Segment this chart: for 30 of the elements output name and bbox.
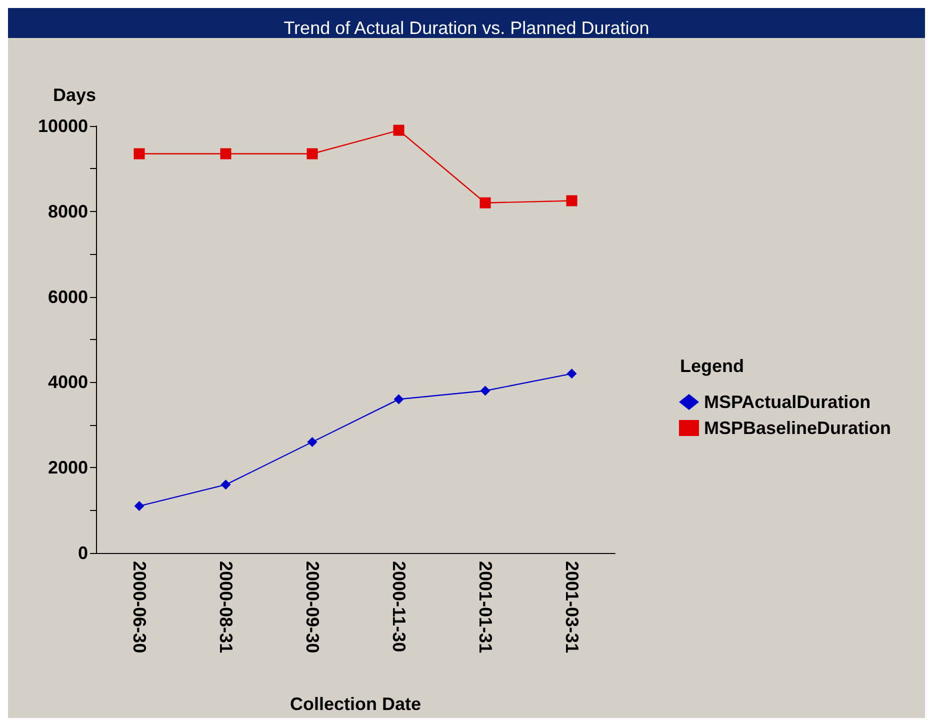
y-tick-label: 8000 [48,201,88,222]
x-tick-label: 2001-03-31 [562,561,582,654]
point [566,368,577,379]
y-tick-label: 10000 [38,116,88,136]
point [306,148,318,160]
chart-title: Trend of Actual Duration vs. Planned Duration [284,18,650,38]
point [393,124,404,136]
y-tick-label: 6000 [48,286,88,307]
point [220,480,231,490]
point [220,148,232,160]
x-tick-label: 2000-11-30 [388,561,409,652]
legend-title: Legend [680,356,744,376]
y-tick-label: 2000 [48,458,88,478]
y-tick-label: 4000 [48,372,88,392]
point [394,394,404,404]
x-tick-label: 2000-08-31 [216,561,236,654]
legend-label: MSPActualDuration [704,392,871,412]
point [566,195,578,206]
point [480,386,490,396]
y-tick-label: 0 [78,543,88,563]
x-tick-label: 2000-06-30 [129,561,150,654]
y-axis-title: Days [52,85,96,105]
x-tick-label: 2001-01-31 [475,561,496,654]
point [134,148,145,160]
legend-label: MSPBaselineDuration [704,418,892,438]
point [480,197,491,208]
x-tick-label: 2000-09-30 [302,561,322,654]
point [307,436,318,447]
x-axis-title: Collection Date [290,694,422,714]
point [134,501,144,512]
